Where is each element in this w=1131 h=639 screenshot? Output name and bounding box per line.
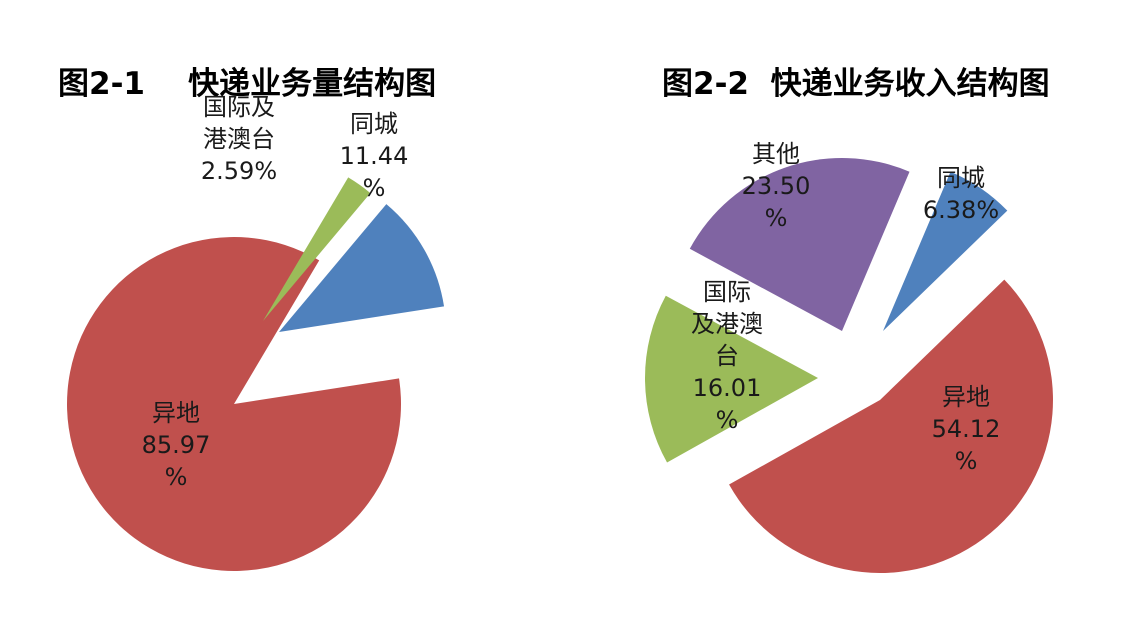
chart-1-slice-3 [263,177,371,321]
chart-2-slice-2-label: 异地 54.12% [932,383,1001,475]
chart-2-slice-4 [689,158,910,331]
chart-1-slice-2-label: 异地 85.97% [142,399,211,491]
chart-2-title: 图2-2 快递业务收入结构图 [662,66,1050,102]
chart-1-slice-1 [279,204,445,332]
chart-2-slice-3 [644,295,818,463]
chart-1-slice-1-label: 同城 11.44% [340,110,409,202]
chart-2-slice-1 [883,171,1008,331]
chart-2-slice-4-label: 其他 23.50% [742,140,811,232]
chart-2-slice-1-label: 同城 6.38% [923,164,999,224]
chart-1-slice-2 [67,237,402,572]
chart-1-title: 图2-1 快递业务量结构图 [58,66,437,102]
chart-2-slice-2 [729,279,1053,573]
chart-1-slice-3-label: 国际及港澳台 2.59% [201,93,277,185]
chart-2-slice-3-label: 国际及港澳台 16.01% [691,278,763,434]
